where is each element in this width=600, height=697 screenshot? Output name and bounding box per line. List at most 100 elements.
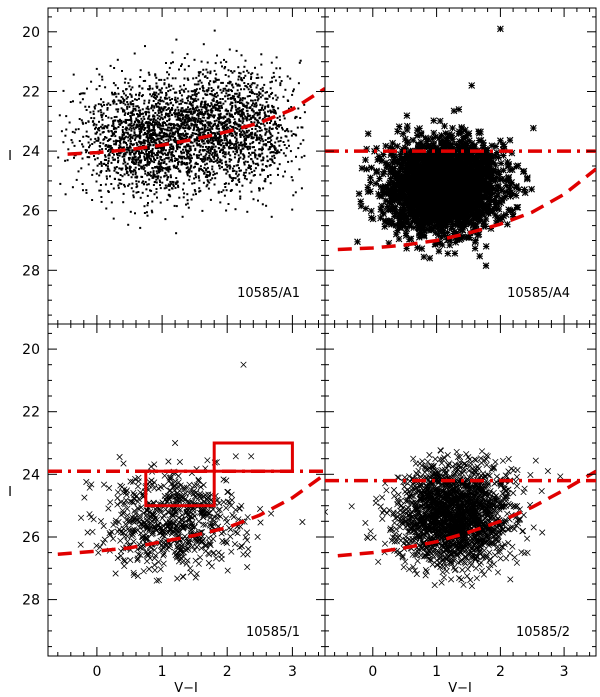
data-point [479,144,487,152]
data-point [140,152,143,154]
data-point [239,149,242,152]
data-point [124,152,127,155]
data-point [117,172,120,175]
data-point [210,87,213,89]
data-point [160,110,163,113]
data-point [284,88,287,91]
data-point [141,191,144,194]
data-point [110,117,113,120]
data-point [191,117,194,120]
data-point [176,113,179,116]
data-point [130,142,133,145]
data-point [146,163,149,166]
data-point [228,167,231,170]
data-point [446,151,453,159]
data-point [264,91,267,94]
data-point [95,139,98,142]
data-point [215,150,218,153]
data-point [254,167,257,170]
data-point [113,169,116,172]
data-point [183,90,186,93]
data-point [160,107,163,110]
data-point [91,120,94,123]
data-point [197,83,200,86]
data-point [175,158,178,160]
data-point [181,215,184,218]
data-point [207,104,209,107]
data-point [73,156,75,159]
data-point [506,186,514,194]
data-point [106,165,109,168]
data-point [99,141,102,144]
data-point [210,107,213,110]
data-point [261,169,264,172]
data-point [224,133,226,136]
data-point [108,148,110,151]
data-point [176,100,179,103]
data-point [212,123,215,126]
data-point [187,143,190,146]
data-point [170,108,172,111]
data-point [250,135,253,138]
data-point [190,135,193,138]
data-point [206,121,209,124]
data-point [249,118,252,121]
data-point [504,220,511,228]
data-point [498,214,506,222]
data-point [251,92,254,95]
data-point [203,124,206,127]
data-point [277,173,279,176]
data-point [275,98,278,101]
data-point [174,115,177,118]
data-point [243,177,246,180]
data-point [222,117,225,120]
data-point [127,103,130,106]
data-point [405,223,413,230]
data-point [123,159,126,162]
data-point [182,134,185,137]
data-point [175,38,178,41]
data-point [186,193,189,196]
data-point [192,90,194,93]
data-point [229,113,232,116]
data-point [122,162,125,165]
data-point [167,176,170,178]
data-point [140,150,143,153]
data-point [104,86,107,89]
data-point [143,155,146,158]
data-point [190,97,193,100]
data-point [217,132,219,135]
data-point [107,144,110,147]
data-point [169,180,172,183]
data-point [231,170,234,173]
data-point [251,131,254,134]
data-point [240,77,243,80]
data-point [167,151,170,154]
data-point [135,161,138,163]
data-point [235,122,238,125]
data-point [254,162,257,165]
data-point [130,127,133,130]
data-point [85,151,88,154]
data-point [187,152,190,155]
data-point [530,124,537,132]
data-point [387,206,395,213]
data-point [238,125,240,128]
data-point [225,182,227,185]
data-point [139,76,142,78]
data-point [198,134,201,137]
data-point [174,108,177,111]
data-point [148,130,151,133]
data-point [199,158,202,160]
data-point [211,109,214,112]
data-point [163,78,166,81]
data-point [176,143,179,146]
data-point [191,182,194,185]
data-point [106,125,109,128]
data-point [113,100,116,103]
data-point [134,169,137,172]
data-point [283,144,286,146]
data-point [156,175,159,178]
data-point [210,114,212,117]
data-point [123,185,126,188]
